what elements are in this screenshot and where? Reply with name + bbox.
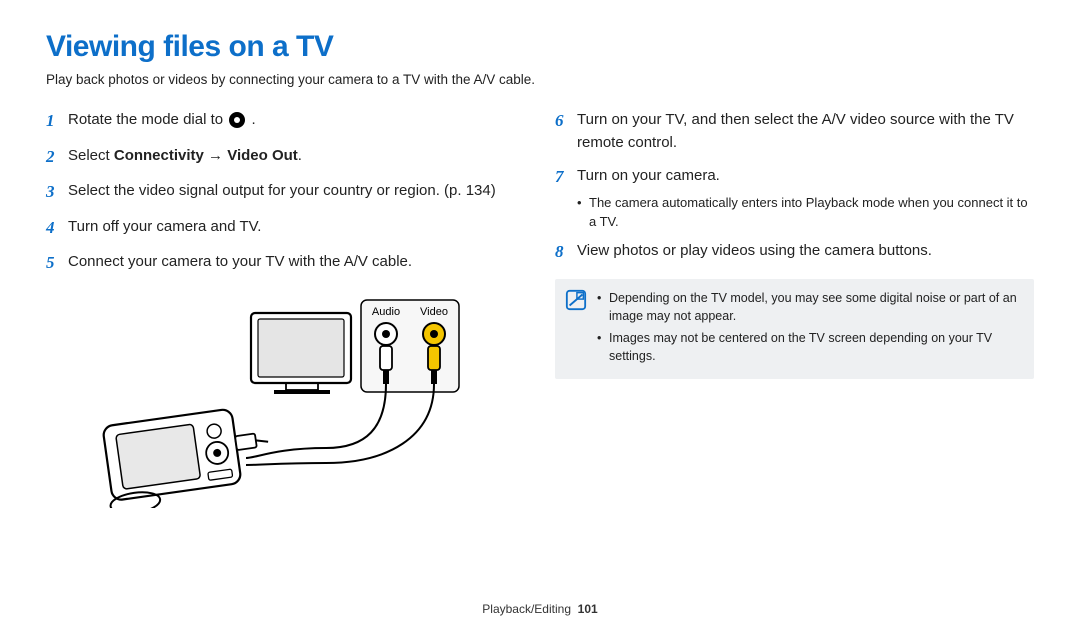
step-number: 7 (555, 164, 577, 190)
av-jack-panel-icon: Audio Video (361, 300, 459, 392)
footer-section: Playback/Editing (482, 602, 571, 616)
step-text: Turn off your camera and TV. (68, 215, 261, 241)
step-text: Select Connectivity → Video Out. (68, 144, 302, 170)
step: 8 View photos or play videos using the c… (555, 239, 1034, 265)
page-title: Viewing files on a TV (46, 30, 1034, 64)
step: 7 Turn on your camera. (555, 164, 1034, 190)
left-column: 1 Rotate the mode dial to . 2 Select Con… (46, 108, 525, 513)
step-text: Rotate the mode dial to . (68, 108, 256, 134)
note-bullet: Depending on the TV model, you may see s… (597, 289, 1020, 325)
step-number: 2 (46, 144, 68, 170)
audio-label: Audio (372, 306, 400, 318)
step-text: Connect your camera to your TV with the … (68, 250, 412, 276)
note-bullet: Images may not be centered on the TV scr… (597, 329, 1020, 365)
note-content: Depending on the TV model, you may see s… (597, 289, 1020, 370)
step-number: 3 (46, 179, 68, 205)
note-box: Depending on the TV model, you may see s… (555, 279, 1034, 380)
step-text-part: Rotate the mode dial to (68, 111, 227, 128)
step-number: 1 (46, 108, 68, 134)
step-text-part: . (251, 111, 255, 128)
mode-dial-icon (229, 112, 245, 128)
step-number: 8 (555, 239, 577, 265)
step-text-part: . (298, 147, 302, 164)
tv-icon (251, 313, 351, 394)
page-subtitle: Play back photos or videos by connecting… (46, 70, 1034, 90)
step: 6 Turn on your TV, and then select the A… (555, 108, 1034, 154)
connection-diagram: Audio Video (86, 288, 525, 513)
step-text: View photos or play videos using the cam… (577, 239, 932, 265)
step-number: 5 (46, 250, 68, 276)
video-label: Video (420, 306, 448, 318)
step-text: Select the video signal output for your … (68, 179, 496, 205)
step-number: 4 (46, 215, 68, 241)
step: 1 Rotate the mode dial to . (46, 108, 525, 134)
step-text: Turn on your TV, and then select the A/V… (577, 108, 1034, 154)
step: 4 Turn off your camera and TV. (46, 215, 525, 241)
note-icon (565, 289, 587, 311)
page-footer: Playback/Editing 101 (0, 602, 1080, 616)
step-number: 6 (555, 108, 577, 154)
step-sub-bullets: The camera automatically enters into Pla… (577, 194, 1034, 232)
step: 2 Select Connectivity → Video Out. (46, 144, 525, 170)
step-text-bold: Connectivity → Video Out (114, 147, 298, 164)
footer-page-number: 101 (578, 602, 598, 616)
step-text-part: Select (68, 147, 114, 164)
step: 5 Connect your camera to your TV with th… (46, 250, 525, 276)
camera-icon (99, 404, 275, 508)
av-cable-icon (246, 384, 434, 465)
sub-bullet: The camera automatically enters into Pla… (577, 194, 1034, 232)
right-column: 6 Turn on your TV, and then select the A… (555, 108, 1034, 513)
step: 3 Select the video signal output for you… (46, 179, 525, 205)
step-text: Turn on your camera. (577, 164, 720, 190)
